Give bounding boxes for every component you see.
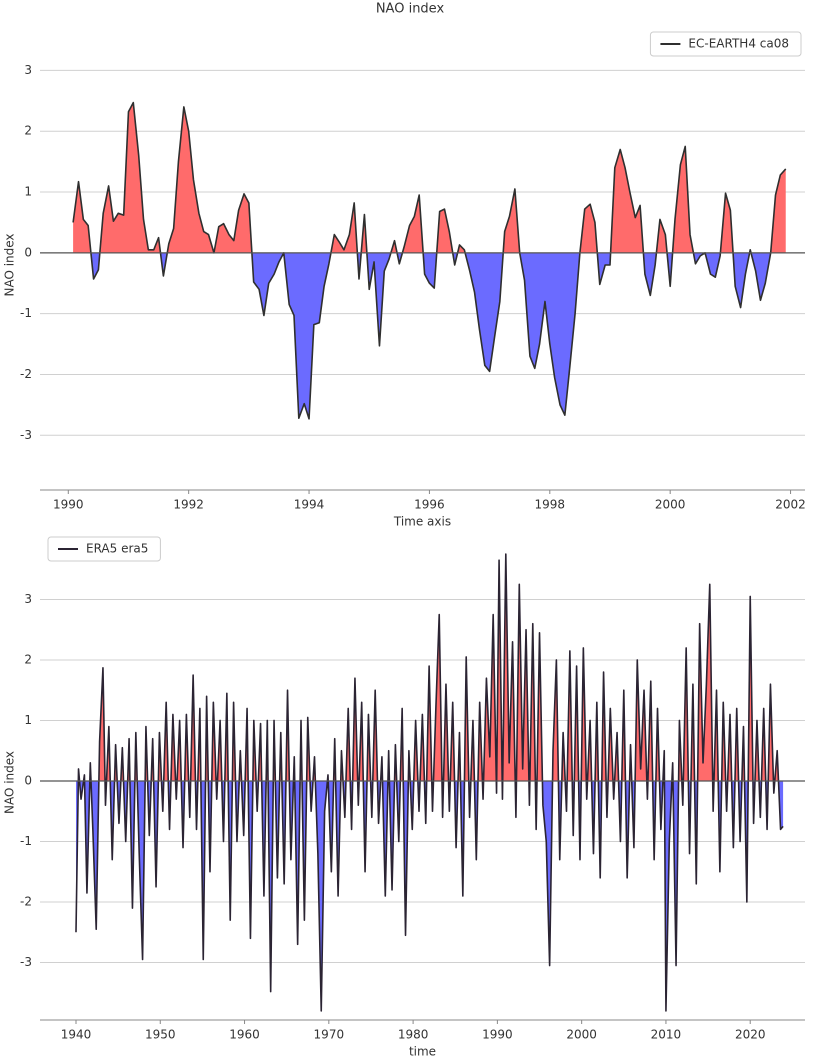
- y-tick-label: 0: [24, 245, 32, 259]
- x-tick-label: 1994: [294, 498, 325, 512]
- y-tick-label: 2: [24, 124, 32, 138]
- legend-label: ERA5 era5: [86, 542, 148, 556]
- y-tick-label: -1: [20, 834, 32, 848]
- chart-title: NAO index: [376, 2, 445, 17]
- y-axis-label: NAO index: [3, 751, 17, 814]
- y-tick-label: 1: [24, 713, 32, 727]
- x-tick-label: 1998: [535, 498, 566, 512]
- y-tick-label: 3: [24, 592, 32, 606]
- y-tick-label: 1: [24, 185, 32, 199]
- x-tick-label: 2020: [735, 1028, 766, 1042]
- x-tick-label: 1990: [53, 498, 84, 512]
- area-fill: [73, 102, 786, 253]
- x-axis-label: time: [409, 1045, 436, 1058]
- y-tick-label: 3: [24, 63, 32, 77]
- y-tick-label: -2: [20, 895, 32, 909]
- x-tick-label: 2000: [566, 1028, 597, 1042]
- x-tick-label: 2010: [651, 1028, 682, 1042]
- x-tick-label: 2000: [655, 498, 686, 512]
- y-tick-label: -3: [20, 428, 32, 442]
- legend-box: [649, 31, 802, 57]
- x-tick-label: 2002: [775, 498, 806, 512]
- series-line: [72, 101, 787, 420]
- x-tick-label: 1996: [414, 498, 445, 512]
- x-tick-label: 1980: [398, 1028, 429, 1042]
- x-tick-label: 1992: [173, 498, 204, 512]
- x-axis-label: Time axis: [393, 515, 451, 529]
- x-tick-label: 1990: [482, 1028, 513, 1042]
- x-tick-label: 1970: [314, 1028, 345, 1042]
- legend-label: EC-EARTH4 ca08: [688, 37, 789, 51]
- y-tick-label: 0: [24, 773, 32, 787]
- y-axis-label: NAO index: [3, 233, 17, 296]
- y-tick-label: -3: [20, 955, 32, 969]
- y-tick-label: -1: [20, 306, 32, 320]
- area-fill: [73, 252, 786, 419]
- x-tick-label: 1950: [145, 1028, 176, 1042]
- x-tick-label: 1940: [61, 1028, 92, 1042]
- legend-box: [47, 536, 161, 562]
- y-tick-label: -2: [20, 367, 32, 381]
- x-tick-label: 1960: [229, 1028, 260, 1042]
- y-tick-label: 2: [24, 652, 32, 666]
- series-line: [75, 553, 784, 1012]
